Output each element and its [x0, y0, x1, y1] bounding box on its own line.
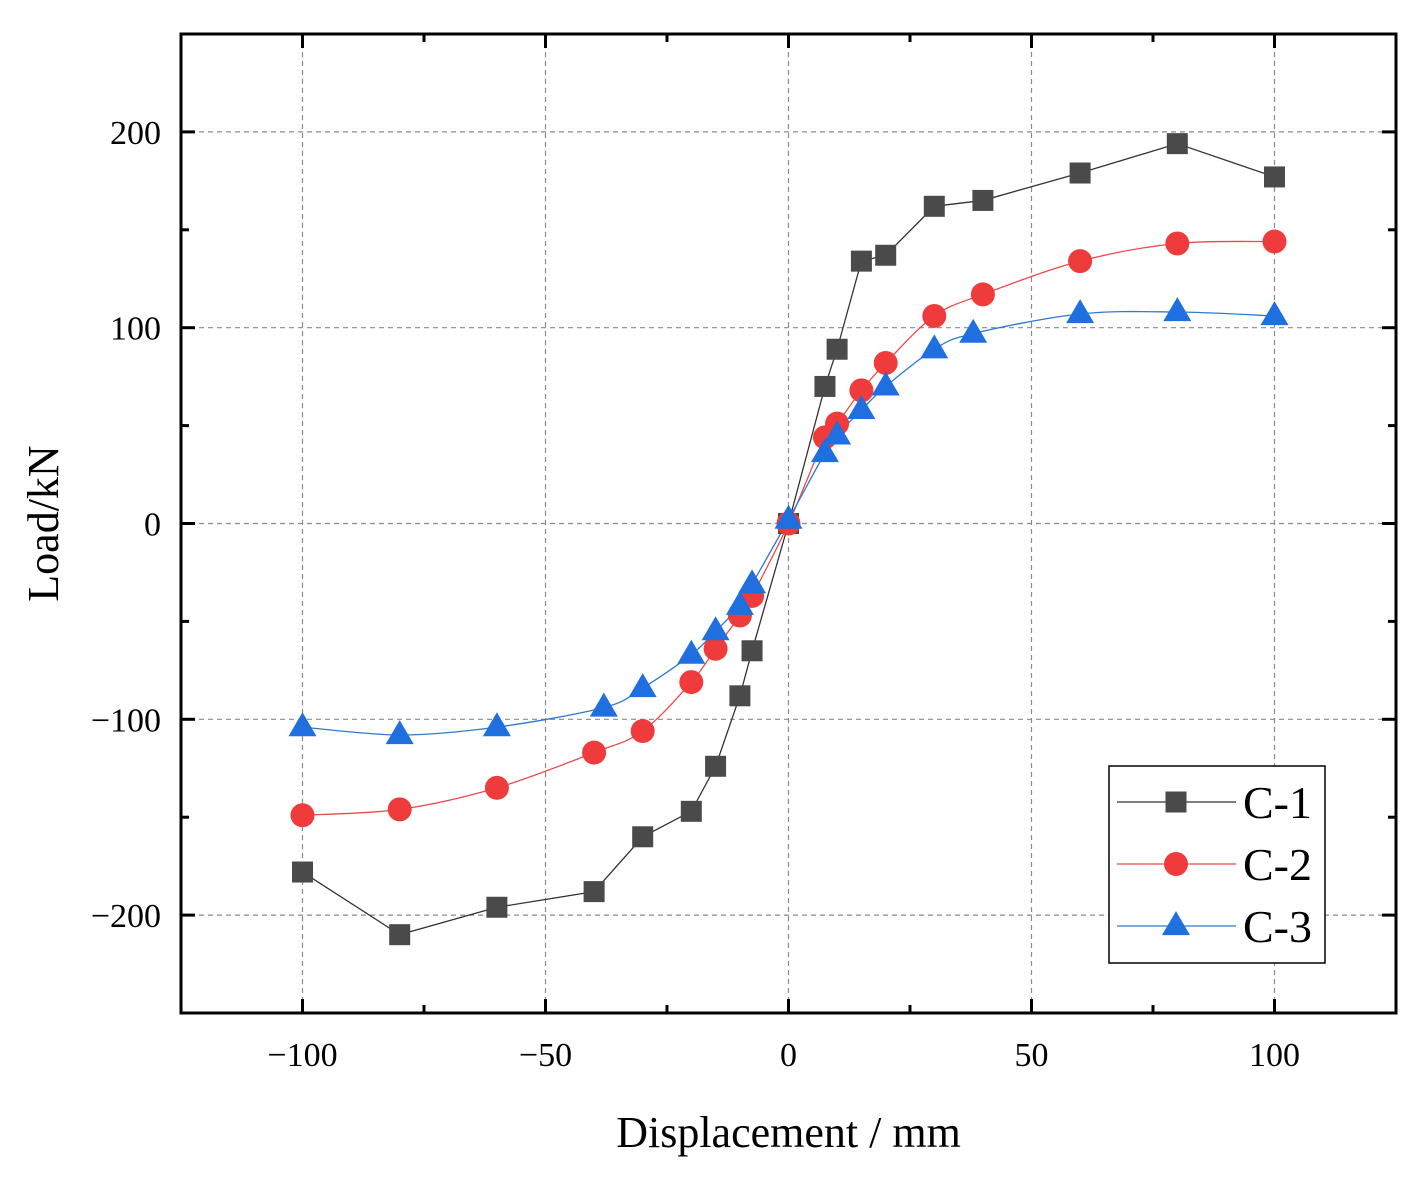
y-tick-label: 0: [144, 507, 161, 544]
legend-marker-C-1: [1165, 791, 1187, 813]
data-point-C-1: [875, 244, 897, 266]
data-point-C-2: [484, 775, 509, 800]
data-point-C-1: [1069, 162, 1091, 184]
data-point-C-2: [630, 719, 655, 744]
data-point-C-2: [679, 670, 704, 695]
data-point-C-1: [389, 924, 411, 946]
series-markers: [288, 133, 1289, 946]
data-point-C-2: [290, 803, 315, 828]
data-point-C-3: [738, 569, 767, 594]
data-point-C-2: [1165, 231, 1190, 256]
data-point-C-1: [972, 189, 994, 211]
data-point-C-1: [1264, 166, 1285, 188]
y-tick-label: −200: [91, 898, 161, 935]
x-tick-label: 50: [1015, 1037, 1049, 1074]
y-tick-label: 200: [110, 115, 161, 152]
x-tick-label: −100: [267, 1037, 337, 1074]
data-point-C-1: [486, 896, 508, 918]
legend-label-C-2: C-2: [1243, 839, 1312, 890]
data-point-C-3: [589, 692, 618, 717]
data-point-C-3: [871, 371, 900, 396]
data-point-C-3: [847, 395, 876, 420]
legend-label-C-1: C-1: [1243, 777, 1312, 828]
legend-marker-C-2: [1164, 852, 1188, 876]
tick-labels: −100 −50 0 50 100 −200 −100 0 100 200: [91, 115, 1300, 1074]
data-point-C-3: [677, 639, 706, 664]
data-point-C-2: [970, 282, 995, 307]
y-tick-label: −100: [91, 702, 161, 739]
data-point-C-1: [923, 195, 945, 217]
data-point-C-3: [1163, 297, 1192, 322]
data-point-C-1: [826, 338, 848, 360]
data-point-C-1: [292, 861, 313, 883]
data-point-C-2: [873, 350, 898, 375]
data-point-C-3: [482, 712, 511, 737]
data-point-C-2: [703, 636, 728, 661]
x-tick-label: −50: [519, 1037, 572, 1074]
data-point-C-3: [823, 420, 852, 445]
legend-items: C-1 C-2 C-3: [1117, 777, 1312, 952]
data-point-C-1: [1166, 133, 1188, 155]
data-point-C-3: [288, 712, 317, 737]
data-point-C-1: [729, 685, 751, 707]
data-point-C-3: [385, 720, 414, 745]
data-point-C-1: [705, 755, 727, 777]
data-point-C-3: [1260, 301, 1289, 326]
x-tick-label: 0: [780, 1037, 797, 1074]
data-point-C-1: [632, 826, 654, 848]
data-point-C-3: [725, 590, 754, 615]
x-tick-label: 100: [1249, 1037, 1300, 1074]
legend-label-C-3: C-3: [1243, 901, 1312, 952]
data-point-C-2: [849, 378, 874, 403]
data-point-C-2: [387, 797, 412, 822]
data-point-C-2: [1068, 249, 1093, 274]
data-point-C-3: [810, 438, 839, 463]
legend-marker-C-3: [1162, 911, 1190, 936]
y-tick-label: 100: [110, 311, 161, 348]
data-point-C-1: [850, 250, 872, 272]
data-point-C-1: [741, 640, 763, 662]
data-point-C-1: [680, 800, 702, 822]
data-point-C-1: [583, 881, 605, 903]
data-point-C-3: [920, 334, 949, 359]
data-point-C-3: [1066, 299, 1095, 324]
legend: C-1 C-2 C-3: [1108, 765, 1326, 964]
data-point-C-3: [774, 504, 803, 529]
data-point-C-2: [582, 740, 607, 765]
data-point-C-3: [701, 616, 730, 641]
data-point-C-1: [814, 375, 836, 397]
ticks: [181, 34, 1396, 1013]
x-axis-title: Displacement / mm: [616, 1108, 961, 1157]
data-point-C-3: [959, 318, 988, 343]
y-axis-title: Load/kN: [19, 445, 68, 601]
data-point-C-2: [922, 303, 947, 328]
data-point-C-2: [1262, 229, 1287, 254]
data-point-C-3: [628, 673, 657, 698]
